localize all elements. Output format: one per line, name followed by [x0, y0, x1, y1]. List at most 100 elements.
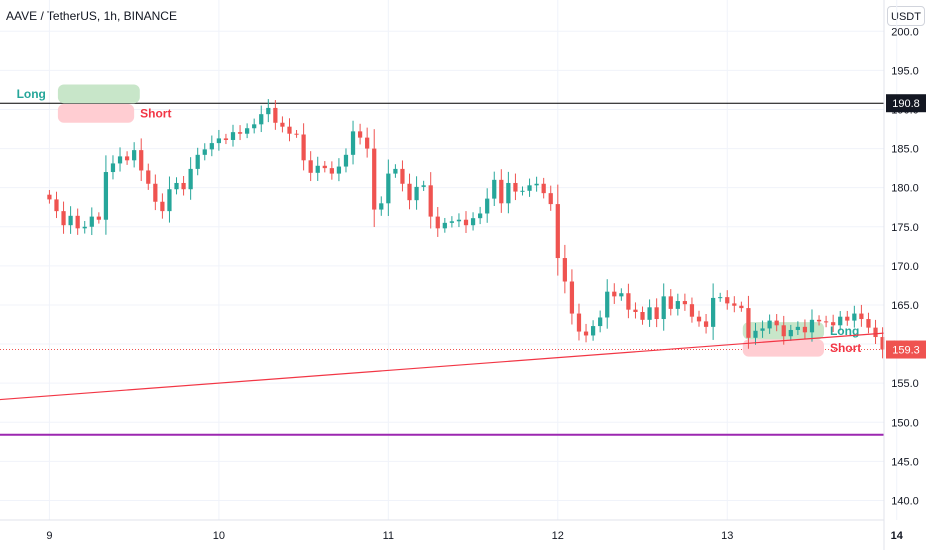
candle-body	[216, 138, 221, 144]
candle-body	[139, 150, 144, 171]
trendline	[0, 332, 885, 401]
candle-body	[562, 258, 567, 282]
candle-body	[322, 165, 327, 169]
candle-body	[640, 312, 645, 320]
candle-body	[711, 297, 716, 327]
candle-body	[598, 317, 603, 327]
candle-body	[809, 319, 815, 333]
candle-body	[146, 170, 151, 184]
candle-body	[428, 185, 433, 217]
candle-body	[478, 213, 483, 219]
trendline-group	[0, 332, 885, 401]
candle-body	[407, 183, 412, 201]
candle-body	[54, 199, 59, 212]
candle-body	[675, 301, 680, 309]
candle-body	[555, 204, 560, 259]
short-bottom-label: Short	[830, 341, 861, 355]
candle-body	[492, 179, 497, 199]
candle-body	[718, 297, 723, 299]
candle-body	[82, 226, 87, 229]
candle-body	[576, 313, 582, 332]
candle-body	[661, 296, 666, 320]
candle-body	[456, 219, 462, 222]
candle-body	[47, 194, 52, 200]
candle-body	[202, 149, 207, 155]
candle-body	[393, 168, 398, 174]
candle-body	[209, 143, 214, 150]
short-top-label: Short	[140, 106, 171, 120]
candle-body	[880, 337, 885, 350]
candle-body	[682, 301, 688, 305]
candle-body	[167, 189, 172, 212]
price-tick-label: 140.0	[891, 495, 919, 507]
price-tick-label: 155.0	[891, 378, 919, 390]
candle-body	[816, 319, 822, 322]
price-tick-label: 195.0	[891, 65, 919, 77]
candle-body	[689, 304, 695, 317]
candle-body	[619, 293, 624, 297]
candle-body	[117, 156, 123, 164]
candle-body	[626, 293, 631, 310]
candle-body	[506, 182, 511, 204]
candle-body	[569, 281, 575, 314]
candle-body	[831, 322, 836, 326]
candle-body	[96, 216, 101, 220]
candle-body	[845, 316, 850, 321]
candle-body	[435, 216, 440, 229]
candle-body	[802, 326, 808, 333]
candle-body	[336, 166, 342, 174]
candle-body	[449, 221, 455, 223]
time-tick-label: 10	[213, 530, 225, 542]
candle-body	[68, 215, 73, 226]
candle-body	[859, 313, 864, 320]
candle-body	[174, 182, 179, 190]
price-tick-label: 185.0	[891, 144, 919, 156]
candle-body	[400, 168, 405, 184]
time-tick-label: 11	[383, 530, 394, 542]
candle-body	[110, 163, 116, 173]
candle-body	[866, 319, 871, 328]
candle-body	[181, 182, 186, 190]
candle-body	[89, 216, 94, 227]
candle-body	[386, 173, 391, 204]
candle-body	[767, 320, 772, 329]
candle-body	[414, 186, 419, 201]
symbol-title: AAVE / TetherUS, 1h, BINANCE	[6, 9, 177, 23]
candle-body	[548, 193, 553, 205]
price-tick-label: 165.0	[891, 300, 919, 312]
candle-body	[732, 303, 737, 306]
candle-body	[633, 309, 638, 312]
candle-body	[315, 165, 320, 173]
candle-body	[463, 219, 469, 226]
short-top-zone	[57, 104, 135, 123]
candle-body	[308, 160, 313, 173]
candle-body	[188, 168, 193, 190]
candle-body	[245, 128, 250, 134]
grid	[0, 0, 898, 520]
candle-body	[421, 185, 426, 187]
candles	[47, 99, 885, 359]
candle-body	[294, 133, 299, 135]
candle-body	[760, 328, 765, 331]
candle-body	[795, 326, 800, 330]
last-price-tag	[886, 340, 926, 359]
candle-body	[605, 291, 610, 318]
price-tick-label: 180.0	[891, 183, 919, 195]
last-price-label: 159.3	[892, 345, 920, 357]
candle-body	[442, 222, 447, 229]
candle-body	[725, 297, 730, 304]
candle-body	[703, 321, 709, 327]
candle-body	[541, 183, 546, 194]
annotation-zones: Long Short Long Short	[17, 84, 861, 357]
candle-body	[873, 327, 878, 338]
candle-body	[372, 148, 377, 210]
candle-body	[259, 114, 264, 125]
candle-body	[280, 122, 285, 127]
candle-body	[612, 291, 617, 297]
candle-body	[668, 296, 673, 309]
candle-body	[520, 190, 525, 192]
candle-body	[823, 321, 829, 323]
candle-body	[252, 124, 257, 129]
